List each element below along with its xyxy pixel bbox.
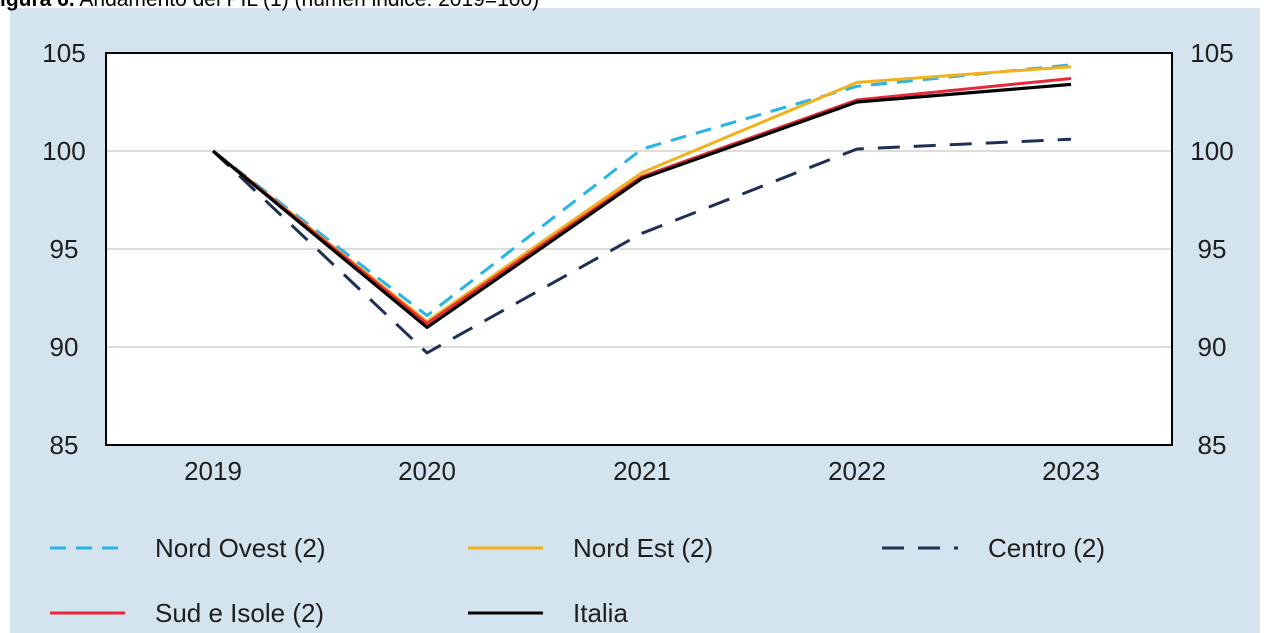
caption-text: Andamento del PIL (1) (numeri indice: 20… — [75, 0, 539, 11]
figure-caption: igura 6. Andamento del PIL (1) (numeri i… — [0, 0, 539, 12]
legend-label: Italia — [573, 598, 628, 628]
y-tick-left: 85 — [50, 430, 79, 460]
legend-label: Centro (2) — [988, 533, 1105, 563]
y-tick-left: 105 — [42, 38, 85, 68]
x-tick: 2019 — [184, 456, 242, 486]
plot-frame — [105, 52, 1173, 446]
series-line — [212, 77, 1072, 325]
x-tick: 2021 — [613, 456, 671, 486]
series-line — [211, 82, 1072, 329]
y-tick-right: 90 — [1198, 332, 1227, 362]
caption-lead: igura 6. — [0, 0, 75, 11]
y-tick-left: 100 — [42, 136, 85, 166]
series-line — [211, 137, 1072, 355]
y-tick-left: 95 — [50, 234, 79, 264]
y-tick-right: 95 — [1198, 234, 1227, 264]
legend-label: Nord Ovest (2) — [155, 533, 326, 563]
x-tick: 2023 — [1042, 456, 1100, 486]
y-tick-right: 100 — [1190, 136, 1233, 166]
x-tick: 2022 — [828, 456, 886, 486]
legend-label: Nord Est (2) — [573, 533, 713, 563]
legend-label: Sud e Isole (2) — [155, 598, 324, 628]
y-tick-right: 105 — [1190, 38, 1233, 68]
y-tick-right: 85 — [1198, 430, 1227, 460]
series-line — [212, 63, 1072, 318]
x-tick: 2020 — [398, 456, 456, 486]
y-tick-left: 90 — [50, 332, 79, 362]
